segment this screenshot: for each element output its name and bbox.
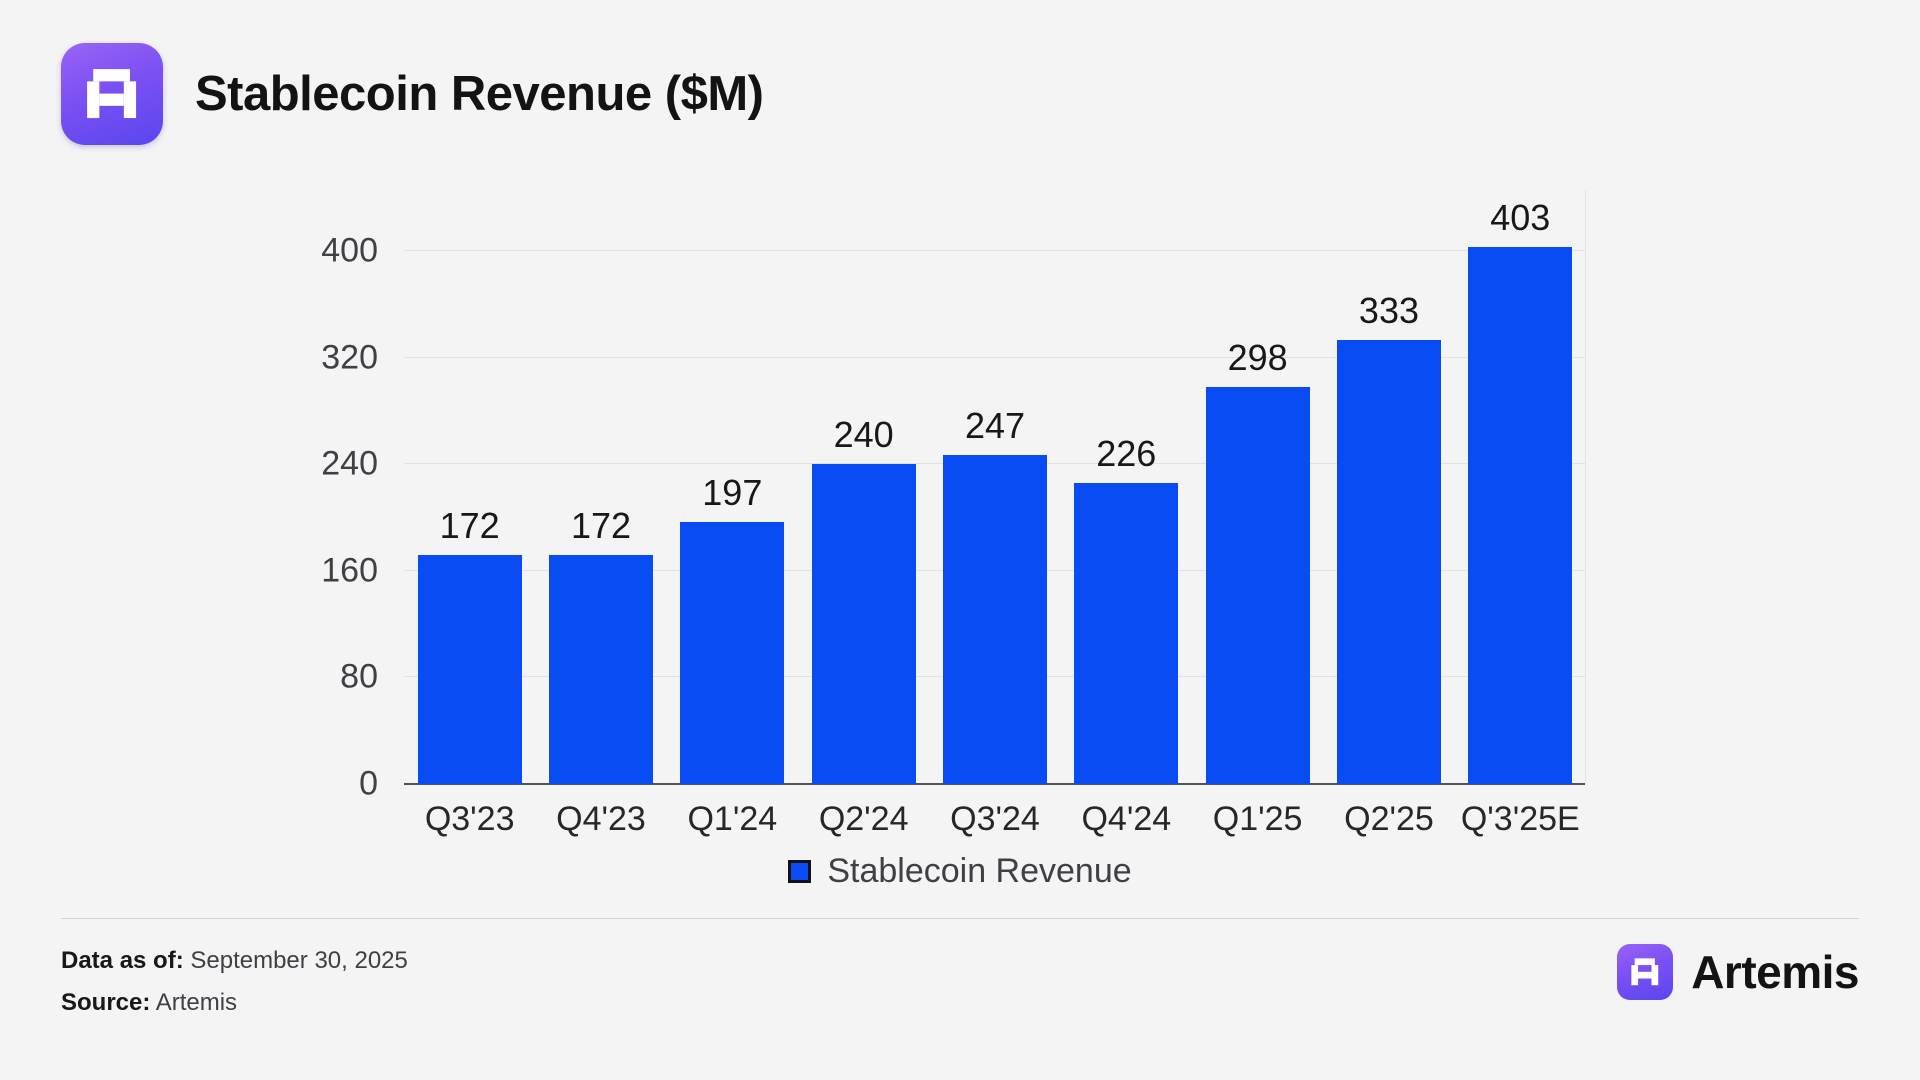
brand-lockup: Artemis: [1617, 944, 1859, 1000]
bar: [680, 521, 785, 784]
bar-value-label: 403: [1490, 197, 1551, 239]
data-as-of-label: Data as of:: [61, 947, 184, 974]
bar-slot: 172: [404, 190, 535, 784]
x-axis-labels: Q3'23 Q4'23 Q1'24 Q2'24 Q3'24 Q4'24 Q1'25 Q2'25…: [404, 800, 1586, 839]
bar-slot: 240: [798, 190, 929, 784]
chart: 0 80 160 240 320 400 172 172 197 240 247 226 298 333…: [321, 190, 1586, 838]
legend-marker: [788, 860, 812, 883]
x-axis-line: [404, 783, 1585, 785]
bar-value-label: 197: [702, 471, 763, 513]
bar: [417, 554, 522, 784]
source-line: Source: Artemis: [61, 982, 408, 1024]
source-value: Artemis: [150, 989, 238, 1016]
footer-divider: [61, 918, 1859, 919]
gridline: [404, 250, 1585, 251]
y-axis-tick-label: 320: [321, 338, 378, 377]
bar: [1074, 482, 1179, 784]
bar-slot: 298: [1192, 190, 1323, 784]
artemis-wordmark: Artemis: [1691, 946, 1859, 998]
x-axis-label: Q2'25: [1344, 800, 1434, 838]
bar: [548, 554, 653, 784]
bars: 172 172 197 240 247 226 298 333 403: [404, 190, 1586, 784]
bar-slot: 403: [1455, 190, 1586, 784]
bar-value-label: 333: [1358, 290, 1419, 332]
bar-slot: 172: [535, 190, 666, 784]
bar-value-label: 172: [439, 504, 500, 546]
x-axis-label: Q4'24: [1081, 800, 1172, 838]
x-axis-label: Q1'24: [687, 800, 778, 838]
x-axis-label: Q'3'25E: [1460, 800, 1580, 838]
artemis-pixel-a-icon: [1631, 958, 1659, 986]
data-as-of-line: Data as of: September 30, 2025: [61, 940, 408, 982]
bar-slot: 247: [929, 190, 1060, 784]
bar-slot: 197: [667, 190, 798, 784]
bar: [942, 454, 1047, 784]
artemis-logo: [61, 43, 163, 145]
y-axis-tick-label: 80: [340, 657, 378, 696]
header: Stablecoin Revenue ($M): [61, 43, 764, 145]
bar-value-label: 247: [964, 404, 1026, 446]
artemis-footer-logo: [1617, 944, 1674, 1000]
y-axis-tick-label: 160: [321, 551, 378, 590]
bar-value-label: 298: [1227, 336, 1288, 378]
bar-value-label: 240: [833, 414, 894, 456]
bar: [1468, 247, 1573, 784]
x-axis-label: Q3'24: [950, 800, 1040, 838]
bar-slot: 333: [1323, 190, 1454, 784]
bar-value-label: 172: [570, 504, 632, 546]
legend: Stablecoin Revenue: [0, 852, 1920, 891]
x-axis-label: Q3'23: [424, 800, 515, 838]
source-label: Source:: [61, 989, 151, 1016]
bar: [1336, 340, 1441, 784]
footer-meta: Data as of: September 30, 2025 Source: A…: [61, 940, 408, 1024]
y-axis-tick-label: 240: [321, 444, 378, 483]
x-axis-label: Q2'24: [818, 800, 909, 838]
bar-value-label: 226: [1096, 432, 1157, 474]
data-as-of-value: September 30, 2025: [183, 947, 408, 974]
bar: [1205, 386, 1310, 784]
gridline: [404, 356, 1585, 358]
x-axis-label: Q1'25: [1212, 800, 1303, 838]
bar: [811, 464, 916, 784]
page-title: Stablecoin Revenue ($M): [195, 67, 764, 121]
artemis-pixel-a-icon: [87, 69, 137, 119]
x-axis-label: Q4'23: [556, 800, 646, 838]
y-axis-tick-label: 400: [321, 231, 378, 270]
legend-label: Stablecoin Revenue: [827, 852, 1132, 890]
bar-slot: 226: [1061, 190, 1192, 784]
y-axis-tick-label: 0: [359, 764, 378, 803]
